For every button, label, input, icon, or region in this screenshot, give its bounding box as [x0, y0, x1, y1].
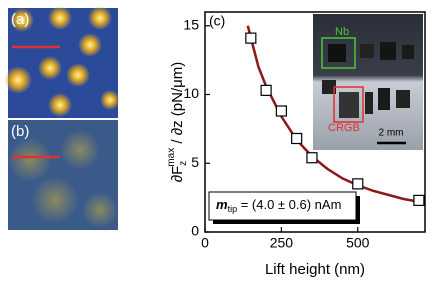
y-axis-title: ∂Fzmax / ∂z (pN/μm)	[166, 62, 189, 183]
y-tick-label: 15	[183, 16, 199, 32]
panel-a-image	[4, 6, 120, 118]
y-tick-label: 5	[191, 154, 199, 170]
data-point	[260, 84, 272, 96]
plot-frame	[204, 11, 426, 233]
data-point	[275, 105, 287, 117]
data-point	[291, 132, 303, 145]
y-title-superscript: max	[166, 148, 177, 167]
panel-label: (b)	[11, 123, 29, 140]
annotation: mtip = (4.0 ± 0.6) nAm	[216, 197, 341, 214]
panel-b-image	[8, 120, 118, 230]
data-point	[413, 194, 425, 206]
annotation-box	[208, 191, 357, 221]
annotation-symbol: m	[216, 197, 228, 212]
panel-label: (a)	[11, 11, 29, 28]
y-tick-label: 0	[191, 223, 199, 239]
data-point	[306, 152, 318, 164]
x-tick-label: 250	[270, 235, 294, 251]
panel-label: (c)	[209, 13, 225, 29]
scale-label: 2 mm	[379, 128, 404, 139]
data-point	[245, 32, 257, 44]
y-title-part: / ∂z (pN/μm)	[169, 62, 186, 148]
y-title-part: ∂F	[169, 166, 186, 183]
x-axis-title: Lift height (nm)	[265, 261, 365, 278]
inset-label: Nb	[335, 26, 349, 38]
x-tick-label: 500	[346, 235, 370, 251]
x-tick-label: 0	[201, 235, 209, 251]
y-tick-label: 10	[183, 85, 199, 101]
y-title-subscript: z	[178, 161, 189, 166]
inset-photo	[313, 14, 423, 150]
inset-label: CRGB	[328, 122, 360, 134]
data-point	[352, 178, 364, 190]
annotation-subscript: tip	[228, 204, 238, 214]
annotation-text: = (4.0 ± 0.6) nAm	[237, 197, 341, 212]
